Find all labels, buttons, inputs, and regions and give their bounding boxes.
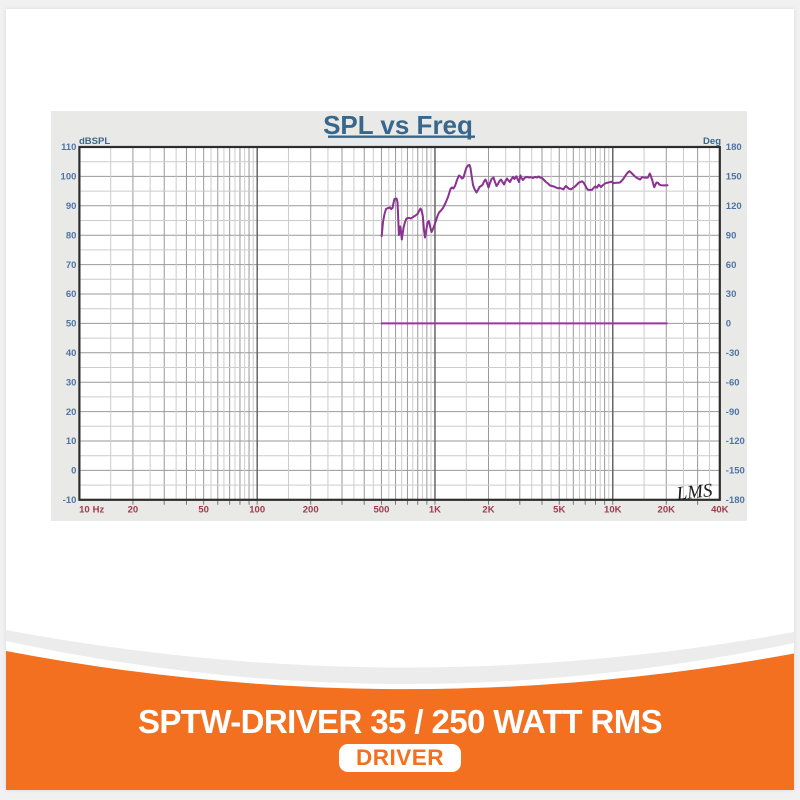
svg-text:-90: -90 (726, 407, 740, 418)
svg-text:60: 60 (66, 289, 77, 300)
svg-text:30: 30 (66, 377, 77, 388)
svg-text:1K: 1K (429, 504, 441, 515)
svg-text:0: 0 (71, 466, 76, 477)
svg-text:150: 150 (726, 172, 742, 183)
svg-text:2K: 2K (482, 504, 494, 515)
svg-text:dBSPL: dBSPL (79, 136, 110, 147)
svg-text:200: 200 (303, 504, 319, 515)
svg-text:10: 10 (79, 504, 90, 515)
svg-text:Hz: Hz (93, 504, 105, 515)
svg-text:0: 0 (726, 319, 731, 330)
svg-text:120: 120 (726, 201, 742, 212)
svg-text:-30: -30 (726, 348, 740, 359)
svg-text:-10: -10 (63, 495, 77, 506)
svg-text:80: 80 (66, 230, 77, 241)
svg-text:Deg: Deg (703, 136, 721, 147)
svg-text:20: 20 (128, 504, 139, 515)
svg-text:50: 50 (66, 319, 77, 330)
svg-text:LMS: LMS (675, 480, 714, 505)
svg-text:-60: -60 (726, 377, 740, 388)
svg-text:SPL vs Freq: SPL vs Freq (323, 111, 473, 140)
svg-text:110: 110 (61, 142, 76, 153)
svg-text:20: 20 (66, 407, 77, 418)
svg-text:500: 500 (374, 504, 390, 515)
svg-text:-180: -180 (726, 495, 745, 506)
svg-text:180: 180 (726, 142, 742, 153)
svg-text:10K: 10K (604, 504, 622, 515)
svg-text:60: 60 (726, 260, 737, 271)
svg-text:90: 90 (66, 201, 77, 212)
svg-text:50: 50 (198, 504, 209, 515)
svg-text:100: 100 (61, 172, 77, 183)
svg-text:5K: 5K (553, 504, 565, 515)
svg-text:-120: -120 (726, 436, 745, 447)
svg-text:30: 30 (726, 289, 737, 300)
svg-text:20K: 20K (658, 504, 676, 515)
svg-text:10: 10 (66, 436, 77, 447)
svg-text:70: 70 (66, 260, 77, 271)
svg-text:-150: -150 (726, 466, 745, 477)
svg-text:40: 40 (66, 348, 77, 359)
svg-text:100: 100 (249, 504, 265, 515)
svg-text:40K: 40K (711, 504, 729, 515)
svg-text:90: 90 (726, 230, 737, 241)
